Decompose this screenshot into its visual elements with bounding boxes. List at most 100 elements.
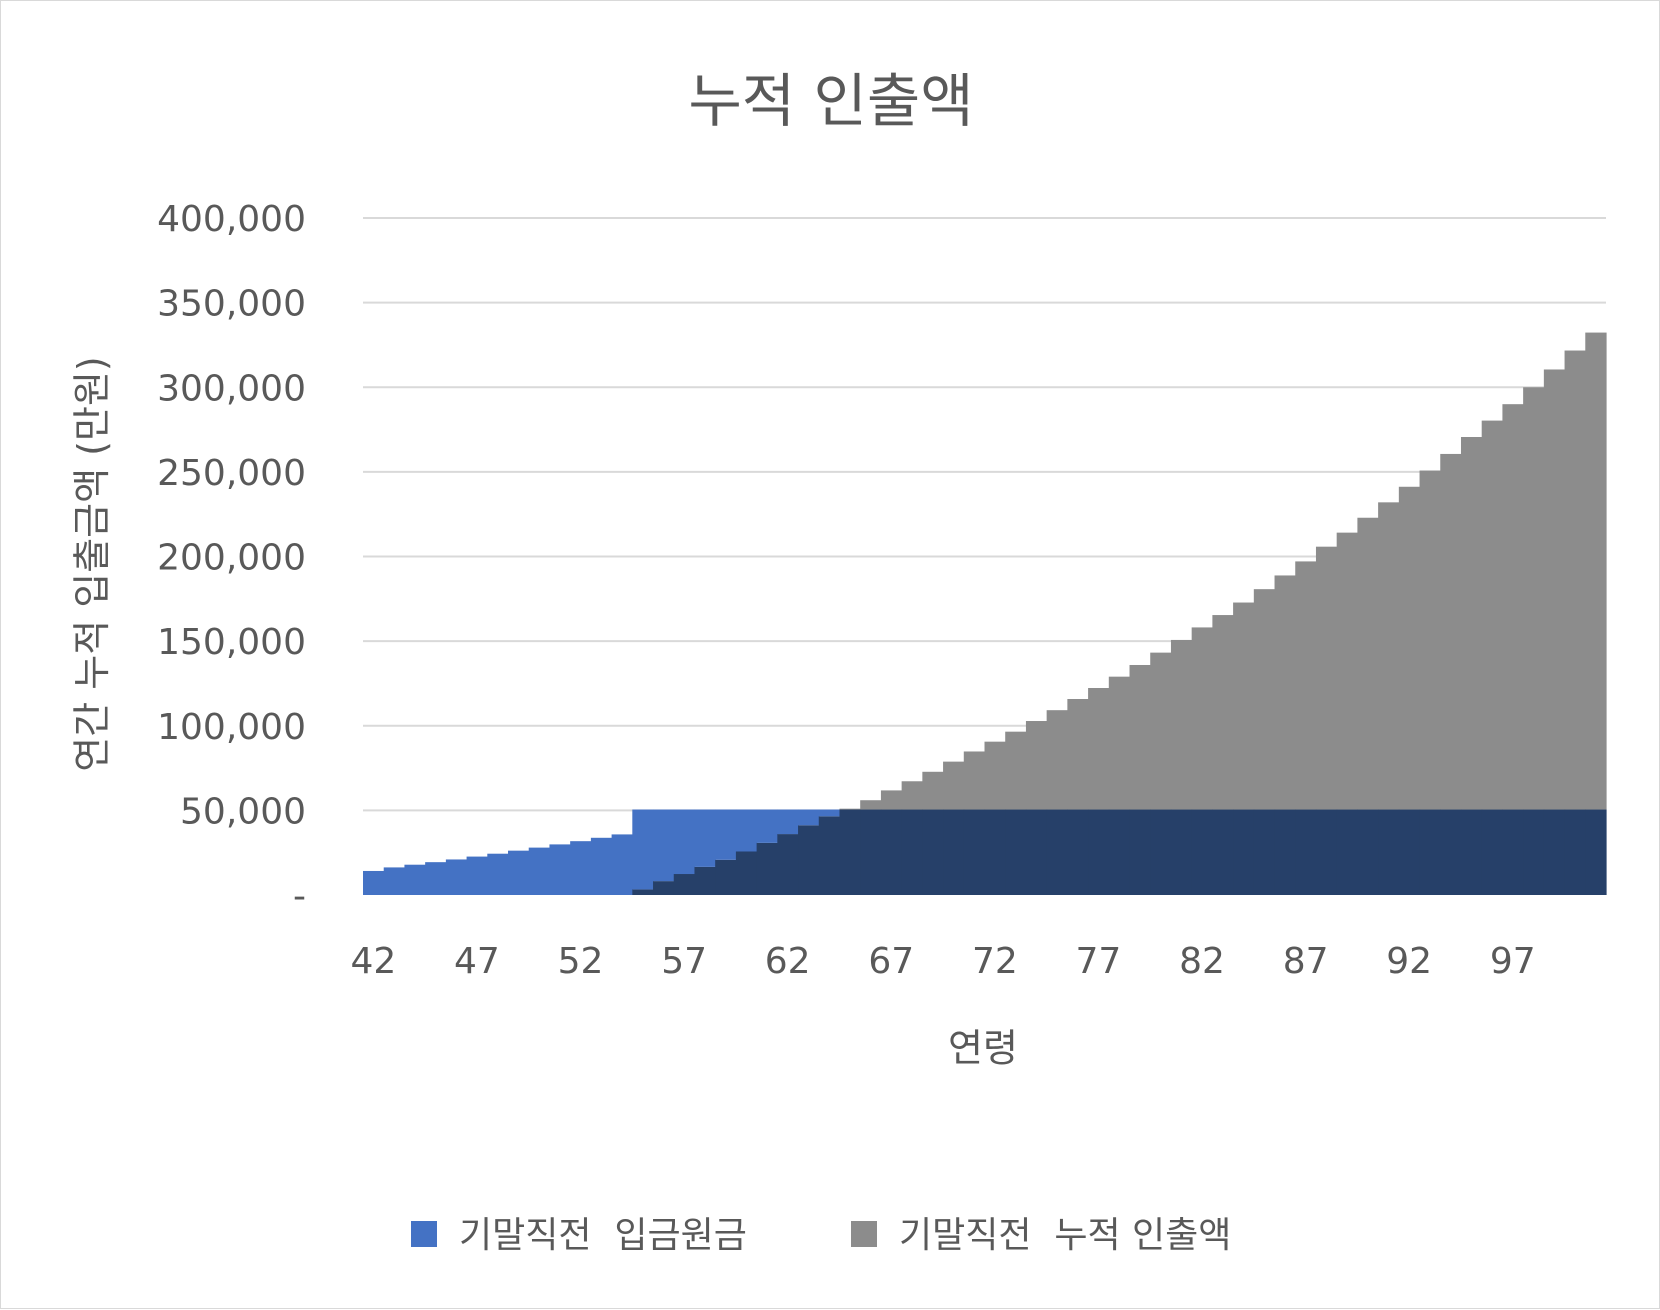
bar-withdrawal	[963, 751, 986, 810]
bar-overlap	[1212, 809, 1234, 895]
bar-overlap	[1170, 809, 1193, 895]
bar-withdrawal	[1191, 627, 1213, 810]
y-tick-labels: - 50,000 100,000 150,000 200,000 250,000 300,0…	[157, 199, 306, 917]
bar-deposit	[818, 809, 841, 817]
bar-withdrawal	[943, 761, 965, 810]
bar-withdrawal	[1170, 639, 1193, 810]
bar-withdrawal	[1523, 387, 1545, 810]
bar-overlap	[1398, 809, 1421, 895]
bar-deposit	[798, 809, 820, 826]
bar-deposit	[590, 837, 613, 895]
x-tick-label: 87	[1283, 941, 1329, 982]
y-tick-label: 50,000	[180, 791, 306, 832]
bar-deposit	[673, 809, 696, 875]
bar-overlap	[1005, 809, 1027, 895]
bar-overlap	[735, 851, 758, 895]
bar-overlap	[694, 866, 716, 895]
bar-overlap	[1253, 809, 1276, 895]
y-tick-label: 300,000	[157, 368, 306, 409]
bar-overlap	[1419, 809, 1441, 895]
x-tick-label: 77	[1076, 941, 1122, 982]
x-tick-label: 92	[1386, 941, 1432, 982]
bar-deposit	[653, 809, 675, 882]
bar-withdrawal	[1295, 561, 1317, 810]
bar-overlap	[1336, 809, 1358, 895]
bar-withdrawal	[1440, 453, 1462, 810]
bar-deposit	[383, 867, 406, 895]
y-tick-label: 400,000	[157, 199, 306, 240]
plot-area	[363, 332, 1607, 895]
bar-overlap	[1543, 809, 1566, 895]
bar-deposit	[363, 870, 385, 895]
bar-deposit	[528, 847, 551, 895]
bar-overlap	[901, 809, 923, 895]
bar-withdrawal	[839, 808, 861, 810]
bar-overlap	[922, 809, 944, 895]
bar-withdrawal	[1315, 546, 1338, 810]
bar-overlap	[1481, 809, 1504, 895]
bar-overlap	[818, 816, 841, 895]
bar-overlap	[756, 842, 778, 895]
bar-deposit	[570, 841, 592, 895]
legend-label-withdrawal: 기말직전 누적 인출액	[899, 1215, 1231, 1256]
bar-overlap	[963, 809, 986, 895]
bar-deposit	[404, 864, 426, 895]
bar-deposit	[611, 834, 633, 895]
x-tick-label: 67	[868, 941, 914, 982]
bar-withdrawal	[1088, 688, 1110, 810]
bar-withdrawal	[1067, 699, 1089, 810]
legend-swatch-deposit	[411, 1221, 437, 1247]
chart-title: 누적 인출액	[688, 67, 973, 135]
bar-withdrawal	[860, 800, 882, 810]
bar-withdrawal	[1253, 589, 1276, 810]
bar-withdrawal	[1502, 404, 1524, 810]
bar-overlap	[860, 809, 882, 895]
bar-withdrawal	[1378, 502, 1400, 810]
bar-overlap	[1295, 809, 1317, 895]
x-tick-label: 62	[765, 941, 811, 982]
y-tick-label: -	[293, 876, 306, 917]
y-tick-label: 250,000	[157, 453, 306, 494]
bar-overlap	[984, 809, 1006, 895]
bar-deposit	[756, 809, 778, 843]
bar-withdrawal	[901, 781, 923, 810]
bar-withdrawal	[1212, 615, 1234, 810]
bar-overlap	[1150, 809, 1172, 895]
bar-deposit	[715, 809, 737, 860]
bar-overlap	[632, 889, 654, 895]
bar-withdrawal	[1005, 731, 1027, 810]
bar-withdrawal	[1460, 437, 1483, 810]
bar-deposit	[466, 856, 488, 895]
bar-withdrawal	[1046, 710, 1068, 810]
bar-deposit	[425, 862, 447, 895]
bar-overlap	[1088, 809, 1110, 895]
bar-withdrawal	[1543, 369, 1566, 810]
bar-withdrawal	[984, 741, 1006, 810]
bar-withdrawal	[1274, 575, 1296, 810]
y-axis-label: 연간 누적 입출금액 (만원)	[70, 356, 114, 772]
bar-withdrawal	[922, 771, 944, 810]
bar-overlap	[1502, 809, 1524, 895]
bar-deposit	[549, 844, 571, 895]
x-tick-label: 57	[661, 941, 707, 982]
gridlines	[363, 217, 1606, 812]
legend: 기말직전 입금원금 기말직전 누적 인출액	[411, 1215, 1231, 1256]
bar-overlap	[673, 874, 696, 895]
bar-withdrawal	[1357, 517, 1379, 810]
bar-withdrawal	[1564, 350, 1586, 810]
bar-overlap	[777, 834, 799, 895]
bar-overlap	[1129, 809, 1151, 895]
x-axis-label: 연령	[948, 1026, 1018, 1070]
bar-withdrawal	[1336, 532, 1358, 810]
bar-overlap	[1523, 809, 1545, 895]
y-tick-label: 350,000	[157, 284, 306, 325]
x-tick-label: 52	[558, 941, 604, 982]
bar-overlap	[1460, 809, 1483, 895]
bar-overlap	[1108, 809, 1131, 895]
x-tick-label: 82	[1179, 941, 1225, 982]
bar-overlap	[1378, 809, 1400, 895]
bar-overlap	[1046, 809, 1068, 895]
x-tick-label: 47	[454, 941, 500, 982]
